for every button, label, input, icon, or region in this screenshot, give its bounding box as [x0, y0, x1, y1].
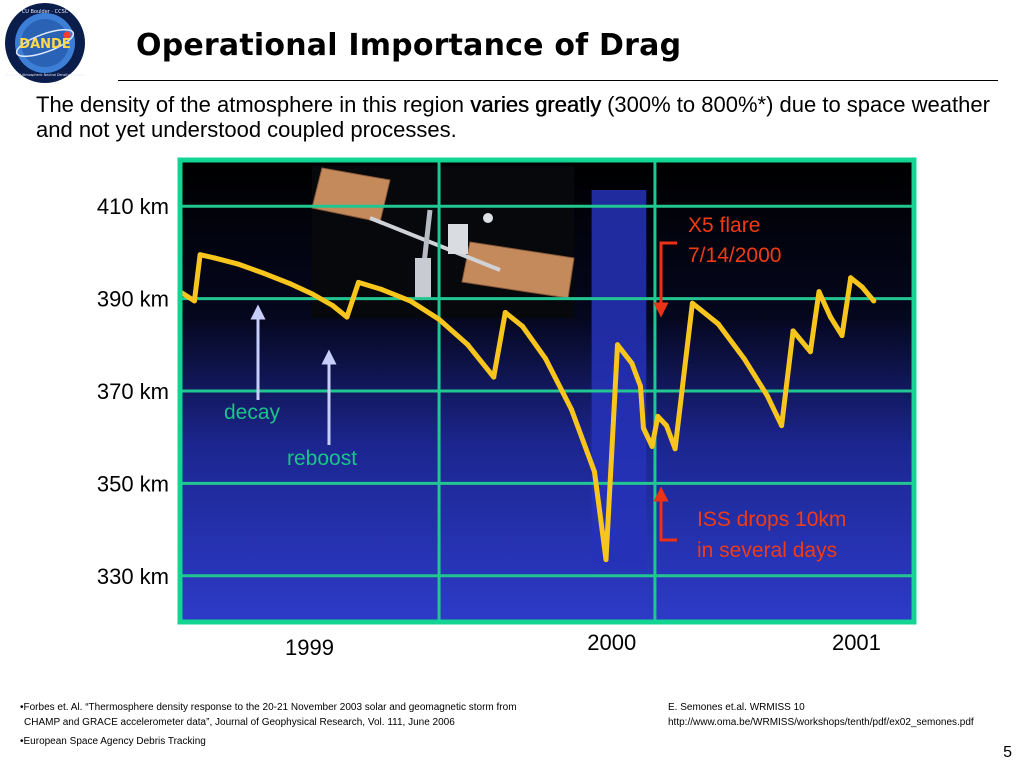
data-point-35 — [790, 328, 796, 334]
data-point-16 — [502, 309, 508, 315]
data-point-20 — [591, 469, 597, 475]
data-point-25 — [640, 425, 646, 431]
data-point-9 — [344, 314, 350, 320]
data-point-21 — [603, 557, 609, 563]
grid-lines — [180, 160, 914, 622]
x-tick-labels: 1999 2000 2001 — [285, 630, 881, 660]
data-point-30 — [689, 300, 695, 306]
data-point-32 — [741, 356, 747, 362]
data-point-23 — [629, 360, 635, 366]
y-tick-label-2: 370 km — [97, 379, 169, 404]
data-point-5 — [260, 270, 266, 276]
slide-title: Operational Importance of Drag — [136, 28, 682, 63]
data-point-18 — [543, 356, 549, 362]
data-point-29 — [672, 446, 678, 452]
title-divider — [118, 80, 998, 81]
intro-text: The density of the atmosphere in this re… — [36, 92, 996, 142]
plot-frame — [177, 157, 917, 625]
flare-label-line1: X5 flare — [688, 214, 760, 237]
intro-text-after: (300% to 800%*) due to space weather and… — [36, 92, 990, 142]
logo-center-text: DANDE — [19, 37, 70, 52]
y-tick-label-1: 390 km — [97, 287, 169, 312]
page-number: 5 — [1003, 744, 1012, 761]
data-point-10 — [355, 279, 361, 285]
flare-label-line2: 7/14/2000 — [688, 244, 781, 267]
data-point-26 — [649, 443, 655, 449]
footnote-url: http://www.oma.be/WRMISS/workshops/tenth… — [668, 717, 974, 728]
footnote-right: E. Semones et.al. WRMISS 10 http://www.o… — [668, 700, 1008, 730]
y-tick-label-3: 350 km — [97, 471, 169, 496]
logo-bottom-text: Drag and Atmospheric Neutral Density Exp… — [6, 73, 85, 77]
dande-logo: DANDE CU Boulder · CCSC Drag and Atmosph… — [5, 3, 85, 83]
data-point-36 — [807, 349, 813, 355]
data-point-37 — [816, 289, 822, 295]
data-point-40 — [848, 275, 854, 281]
data-point-8 — [330, 303, 336, 309]
data-point-12 — [407, 298, 413, 304]
data-point-41 — [859, 284, 865, 290]
drop-arrow — [653, 486, 677, 542]
data-point-2 — [197, 252, 203, 258]
data-point-31 — [715, 321, 721, 327]
y-tick-label-0: 410 km — [97, 194, 169, 219]
x-tick-label-1: 2000 — [587, 630, 636, 655]
data-point-33 — [764, 393, 770, 399]
intro-text-before: The density of the atmosphere in this re… — [36, 92, 471, 117]
x-tick-label-0: 1999 — [285, 635, 334, 660]
data-point-14 — [465, 342, 471, 348]
data-point-3 — [212, 255, 218, 261]
data-point-27 — [655, 413, 661, 419]
data-point-42 — [871, 298, 877, 304]
data-point-4 — [235, 261, 241, 267]
data-point-38 — [828, 314, 834, 320]
x-tick-label-2: 2001 — [832, 630, 881, 655]
data-point-28 — [663, 423, 669, 429]
footnote-forbes-line1: •Forbes et. Al. “Thermosphere density re… — [20, 702, 517, 713]
data-point-1 — [191, 298, 197, 304]
footnote-forbes-line2: CHAMP and GRACE accelerometer data”, Jou… — [24, 717, 455, 728]
data-point-13 — [436, 316, 442, 322]
drop-label-line1: ISS drops 10km — [697, 508, 846, 531]
data-point-15 — [491, 374, 497, 380]
footnote-semones: E. Semones et.al. WRMISS 10 — [668, 702, 805, 713]
footnote-esa: •European Space Agency Debris Tracking — [20, 736, 206, 747]
data-point-17 — [520, 323, 526, 329]
iss-photo — [311, 166, 575, 318]
data-point-34 — [779, 423, 785, 429]
data-point-22 — [615, 342, 621, 348]
data-point-39 — [839, 333, 845, 339]
data-point-24 — [638, 383, 644, 389]
data-point-7 — [309, 291, 315, 297]
footnote-left: •Forbes et. Al. “Thermosphere density re… — [20, 700, 640, 749]
reboost-label: reboost — [287, 447, 357, 470]
y-tick-labels: 410 km 390 km 370 km 350 km 330 km — [97, 194, 169, 589]
drop-label-line2: in several days — [697, 539, 837, 562]
data-point-19 — [568, 406, 574, 412]
decay-label: decay — [224, 401, 281, 424]
data-point-6 — [286, 280, 292, 286]
y-tick-label-4: 330 km — [97, 564, 169, 589]
data-point-11 — [378, 286, 384, 292]
flare-arrow — [653, 241, 677, 318]
logo-top-text: CU Boulder · CCSC — [22, 9, 69, 15]
intro-emphasis: varies greatly — [470, 92, 601, 117]
